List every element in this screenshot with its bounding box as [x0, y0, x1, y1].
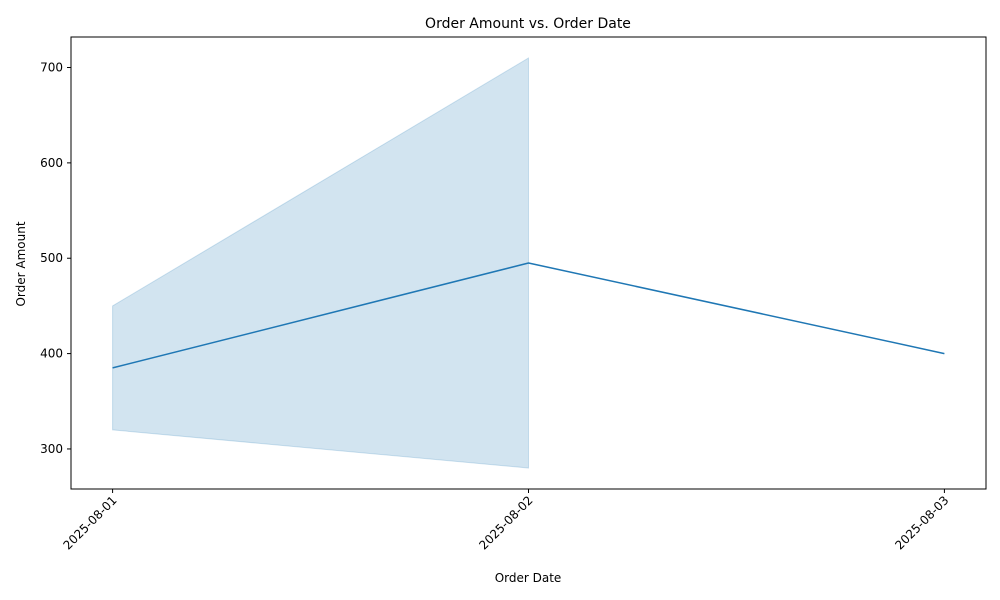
y-tick-label: 600 — [40, 156, 63, 170]
y-tick-label: 400 — [40, 347, 63, 361]
y-tick-label: 700 — [40, 61, 63, 75]
y-axis-ticks: 300 400 500 600 700 — [40, 61, 71, 456]
series-line-layer — [112, 262, 945, 369]
x-tick-label: 2025-08-01 — [60, 493, 119, 552]
y-axis-label: Order Amount — [14, 221, 28, 306]
chart-title: Order Amount vs. Order Date — [425, 16, 631, 32]
x-tick-label: 2025-08-02 — [476, 493, 535, 552]
x-axis-ticks: 2025-08-01 2025-08-02 2025-08-03 — [60, 489, 952, 552]
confidence-band — [112, 57, 529, 469]
series-line — [112, 262, 945, 369]
confidence-band-layer — [112, 57, 529, 469]
x-tick-label: 2025-08-03 — [892, 493, 951, 552]
y-tick-label: 500 — [40, 251, 63, 265]
y-tick-label: 300 — [40, 442, 63, 456]
x-axis-label: Order Date — [495, 571, 562, 585]
